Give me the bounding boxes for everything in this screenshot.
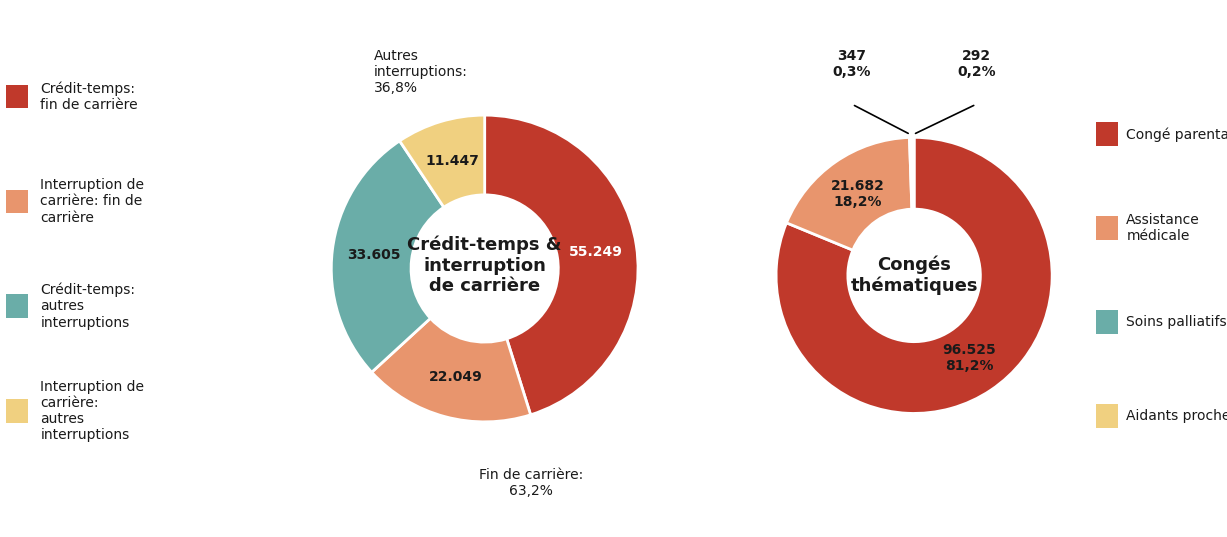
Text: Assistance
médicale: Assistance médicale <box>1126 213 1200 243</box>
Text: Congés
thématiques: Congés thématiques <box>850 256 978 295</box>
Wedge shape <box>909 137 913 209</box>
Text: 55.249: 55.249 <box>568 244 622 258</box>
Wedge shape <box>912 137 914 209</box>
Wedge shape <box>777 137 1052 413</box>
Text: Autres
interruptions:
36,8%: Autres interruptions: 36,8% <box>374 49 469 96</box>
Text: Congé parental: Congé parental <box>1126 127 1227 142</box>
Wedge shape <box>787 137 912 250</box>
Text: 22.049: 22.049 <box>428 369 482 383</box>
Text: Soins palliatifs: Soins palliatifs <box>1126 315 1227 329</box>
Wedge shape <box>372 318 530 422</box>
Text: Fin de carrière:
63,2%: Fin de carrière: 63,2% <box>479 468 583 498</box>
Text: 11.447: 11.447 <box>426 154 480 168</box>
Text: 96.525
81,2%: 96.525 81,2% <box>942 343 996 373</box>
Text: Interruption de
carrière: fin de
carrière: Interruption de carrière: fin de carrièr… <box>40 178 145 224</box>
Text: 292
0,2%: 292 0,2% <box>957 49 995 79</box>
Text: Crédit-temps:
fin de carrière: Crédit-temps: fin de carrière <box>40 81 139 112</box>
Wedge shape <box>400 115 485 207</box>
Text: Crédit-temps:
autres
interruptions: Crédit-temps: autres interruptions <box>40 282 135 330</box>
Text: 347
0,3%: 347 0,3% <box>833 49 871 79</box>
Wedge shape <box>485 115 638 415</box>
Text: Crédit-temps &
interruption
de carrière: Crédit-temps & interruption de carrière <box>407 235 562 295</box>
Wedge shape <box>331 141 444 372</box>
Text: Aidants proches: Aidants proches <box>1126 409 1227 423</box>
Text: 21.682
18,2%: 21.682 18,2% <box>831 179 885 209</box>
Text: 33.605: 33.605 <box>347 248 400 262</box>
Text: Interruption de
carrière:
autres
interruptions: Interruption de carrière: autres interru… <box>40 380 145 442</box>
